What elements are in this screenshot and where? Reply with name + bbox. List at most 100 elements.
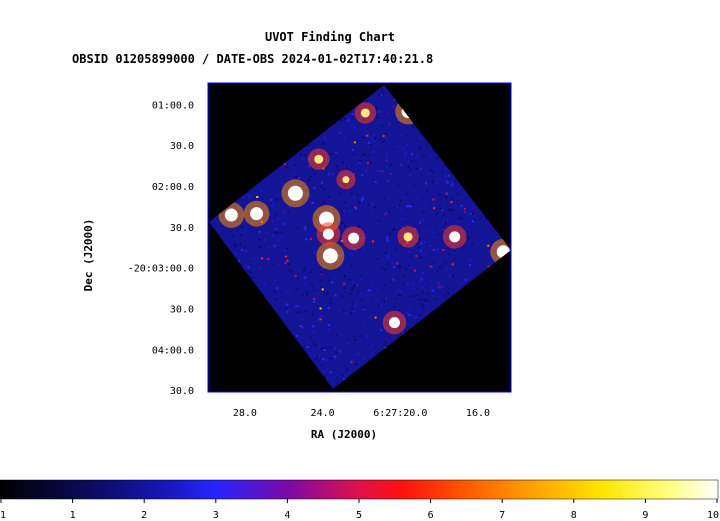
noise-pixel <box>285 304 288 307</box>
noise-pixel <box>294 275 297 278</box>
noise-pixel <box>398 204 401 207</box>
noise-pixel <box>299 325 302 327</box>
noise-pixel <box>362 247 365 250</box>
noise-pixel <box>305 291 308 294</box>
colorbar-tick-labels: 1 1 2 3 4 5 6 7 8 9 10 <box>0 499 719 521</box>
noise-pixel <box>238 259 240 262</box>
noise-pixel <box>350 164 353 167</box>
noise-pixel <box>422 218 425 221</box>
noise-pixel <box>432 170 434 173</box>
noise-pixel <box>314 357 317 360</box>
noise-pixel <box>389 280 392 283</box>
noise-pixel <box>360 199 363 202</box>
noise-pixel <box>342 209 345 212</box>
noise-pixel <box>319 318 322 321</box>
noise-pixel <box>432 261 435 264</box>
noise-pixel <box>399 266 402 269</box>
noise-pixel <box>302 346 305 349</box>
noise-pixel <box>375 144 378 147</box>
noise-pixel <box>374 181 377 184</box>
noise-pixel <box>258 245 261 248</box>
noise-pixel <box>309 194 312 197</box>
noise-pixel <box>313 251 316 254</box>
noise-pixel <box>235 244 238 247</box>
noise-pixel <box>377 169 380 172</box>
noise-pixel <box>272 234 275 237</box>
noise-pixel <box>402 217 405 220</box>
noise-pixel <box>350 264 353 267</box>
noise-pixel <box>382 140 385 143</box>
noise-pixel <box>464 210 467 213</box>
noise-pixel <box>367 203 370 206</box>
noise-pixel <box>281 182 284 185</box>
noise-pixel <box>387 211 390 214</box>
noise-pixel <box>261 257 264 260</box>
noise-pixel <box>469 263 472 266</box>
noise-pixel <box>442 248 445 251</box>
noise-pixel <box>400 207 403 210</box>
noise-pixel <box>327 173 330 176</box>
noise-pixel <box>423 298 426 301</box>
noise-pixel <box>341 295 344 298</box>
noise-pixel <box>409 169 412 172</box>
noise-pixel <box>242 196 244 199</box>
noise-pixel <box>341 210 344 213</box>
noise-pixel <box>376 220 379 223</box>
noise-pixel <box>286 248 289 250</box>
noise-pixel <box>419 146 422 149</box>
noise-pixel <box>313 297 316 300</box>
noise-pixel <box>397 184 400 187</box>
noise-pixel <box>438 282 440 285</box>
noise-pixel <box>353 173 356 176</box>
noise-pixel <box>393 305 396 308</box>
x-tick-labels: 28.0 24.0 6:27:20.0 16.0 <box>233 408 490 419</box>
noise-pixel <box>320 285 323 288</box>
noise-pixel <box>384 132 387 135</box>
noise-pixel <box>358 225 361 228</box>
noise-pixel <box>392 105 395 108</box>
noise-pixel <box>410 160 413 163</box>
y-tick-label: 30.0 <box>170 304 194 315</box>
noise-pixel <box>328 195 331 198</box>
noise-pixel <box>286 310 289 313</box>
noise-pixel <box>351 254 354 257</box>
colorbar-tick-label: 2 <box>141 510 147 521</box>
noise-pixel <box>295 288 298 291</box>
noise-pixel <box>377 305 380 307</box>
noise-pixel <box>464 278 467 281</box>
noise-pixel <box>367 161 370 164</box>
noise-pixel <box>241 249 244 251</box>
noise-pixel <box>406 144 409 146</box>
noise-pixel <box>426 299 428 302</box>
noise-pixel <box>341 374 344 377</box>
noise-pixel <box>419 137 422 140</box>
noise-pixel <box>312 202 315 204</box>
noise-pixel <box>258 267 261 269</box>
noise-pixel <box>270 198 273 201</box>
noise-pixel <box>367 154 370 157</box>
noise-pixel <box>385 297 388 300</box>
noise-pixel <box>382 91 385 94</box>
noise-pixel <box>406 177 409 180</box>
noise-pixel <box>272 202 275 205</box>
noise-pixel <box>482 270 485 273</box>
noise-pixel <box>352 153 355 156</box>
noise-pixel <box>485 217 487 220</box>
noise-pixel <box>275 228 277 231</box>
noise-pixel <box>316 355 319 358</box>
noise-pixel <box>437 286 440 289</box>
noise-pixel <box>365 336 368 338</box>
noise-pixel <box>350 288 353 291</box>
noise-pixel <box>356 284 359 287</box>
noise-pixel <box>391 261 394 264</box>
noise-pixel <box>359 162 361 165</box>
noise-pixel <box>452 275 454 277</box>
noise-pixel <box>454 181 457 184</box>
noise-pixel <box>431 265 434 268</box>
noise-pixel <box>375 107 378 110</box>
noise-pixel <box>460 204 463 207</box>
noise-pixel <box>286 259 289 262</box>
noise-pixel <box>363 153 366 156</box>
noise-pixel <box>359 278 362 281</box>
noise-pixel <box>353 128 356 131</box>
